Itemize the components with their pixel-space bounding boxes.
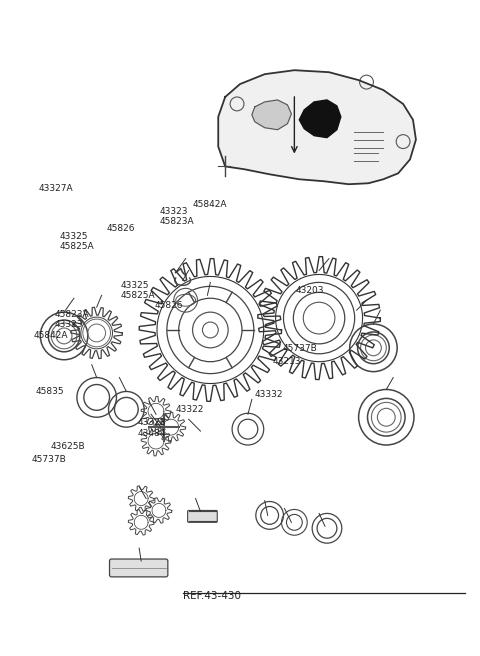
FancyBboxPatch shape [109, 559, 168, 577]
Text: 43484: 43484 [138, 429, 167, 438]
Text: 45826: 45826 [155, 300, 183, 310]
Text: 45835: 45835 [36, 386, 65, 396]
Polygon shape [300, 100, 341, 138]
Text: 45842A: 45842A [34, 331, 68, 340]
Text: 43327A: 43327A [38, 184, 73, 193]
Text: 45842A: 45842A [192, 200, 227, 209]
Text: 45825A: 45825A [60, 242, 95, 251]
Text: 43325: 43325 [120, 281, 149, 290]
Text: 43325: 43325 [60, 232, 88, 241]
Polygon shape [218, 70, 416, 184]
Text: 45737B: 45737B [31, 455, 66, 464]
Text: 45737B: 45737B [283, 344, 317, 354]
Text: 43322: 43322 [176, 405, 204, 414]
Polygon shape [252, 100, 291, 130]
Text: REF.43-430: REF.43-430 [183, 592, 241, 602]
Text: 45823A: 45823A [55, 310, 90, 319]
Text: 43323: 43323 [159, 207, 188, 216]
Text: 43203: 43203 [296, 286, 324, 295]
Text: 43213: 43213 [272, 358, 301, 366]
Text: 45823A: 45823A [159, 217, 194, 226]
Text: 45826: 45826 [106, 224, 135, 233]
Text: 43328: 43328 [138, 418, 167, 427]
Text: 45825A: 45825A [120, 291, 155, 300]
Text: 43323: 43323 [55, 320, 84, 329]
Text: 43332: 43332 [254, 390, 283, 399]
FancyBboxPatch shape [188, 510, 217, 522]
Text: 43625B: 43625B [50, 442, 85, 451]
